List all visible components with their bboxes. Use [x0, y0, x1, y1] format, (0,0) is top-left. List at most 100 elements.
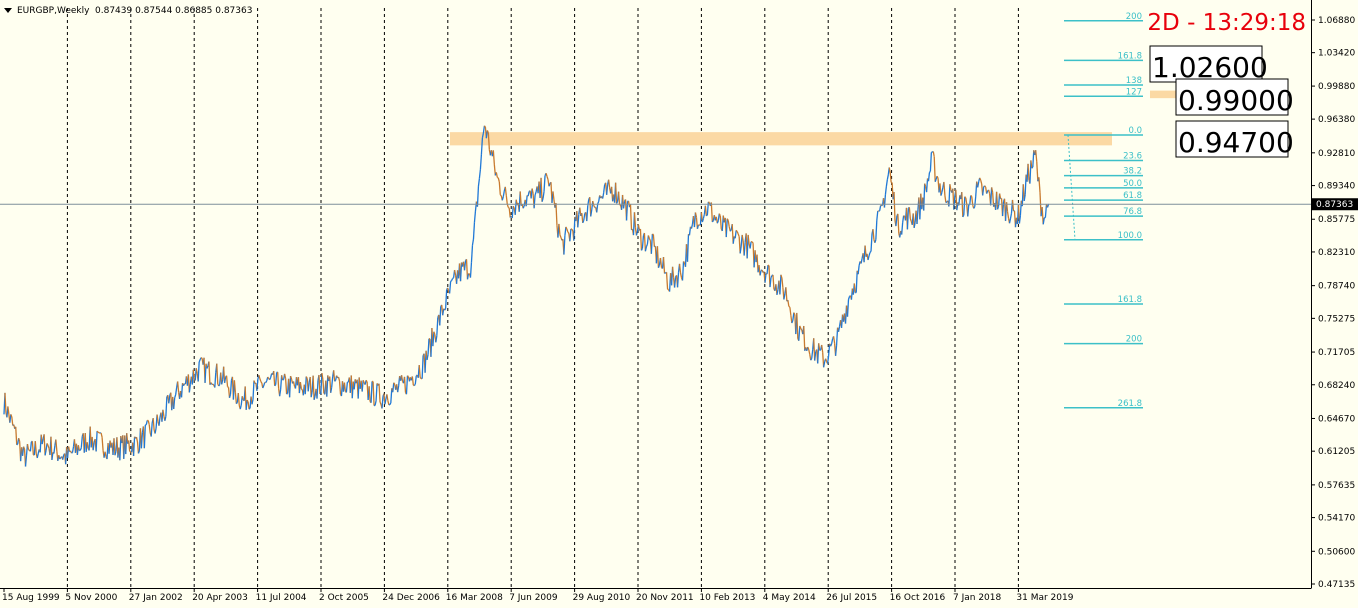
price-segment: [322, 379, 325, 394]
price-segment: [375, 383, 378, 401]
price-segment: [435, 335, 438, 343]
price-box-2[interactable]: 0.99000: [1175, 78, 1294, 117]
price-segment: [637, 224, 641, 231]
price-segment: [867, 255, 870, 261]
price-segment: [749, 241, 752, 249]
price-segment: [725, 218, 728, 238]
price-segment: [126, 433, 129, 444]
price-segment: [789, 307, 792, 316]
price-segment: [289, 375, 293, 380]
price-segment: [808, 349, 811, 355]
price-segment: [487, 132, 491, 150]
y-tick-label: 0.96380: [1318, 115, 1355, 125]
price-segment: [427, 338, 430, 355]
price-segment: [263, 382, 266, 386]
price-segment: [145, 420, 148, 425]
dropdown-arrow-icon[interactable]: [4, 8, 12, 13]
price-segment: [206, 365, 209, 369]
price-segment: [481, 133, 485, 138]
price-segment: [471, 239, 475, 246]
price-segment: [837, 326, 841, 332]
price-segment: [973, 206, 976, 209]
price-segment: [648, 238, 651, 241]
price-segment: [269, 377, 272, 380]
price-segment: [652, 234, 656, 247]
price-segment: [129, 450, 132, 453]
price-segment: [807, 346, 810, 350]
price-segment: [927, 172, 931, 182]
price-segment: [990, 187, 994, 193]
price-segment: [368, 386, 371, 402]
price-segment: [113, 438, 116, 456]
price-segment: [783, 293, 786, 300]
price-segment: [846, 299, 850, 317]
resistance-zones: [450, 90, 1176, 146]
price-segment: [386, 394, 389, 401]
price-segment: [751, 241, 754, 244]
y-tick-label: 0.54170: [1318, 514, 1355, 524]
price-segment: [469, 262, 473, 278]
price-segment: [736, 231, 739, 235]
price-segment: [869, 250, 872, 253]
price-segment: [459, 262, 463, 282]
price-segment: [986, 190, 989, 194]
price-segment: [657, 264, 661, 268]
y-tick-label: 0.61205: [1318, 447, 1355, 457]
price-segment: [793, 312, 796, 315]
price-segment: [832, 336, 836, 344]
price-segment: [710, 202, 713, 222]
price-segment: [466, 273, 470, 280]
price-segment: [279, 389, 282, 397]
price-segment: [864, 245, 867, 257]
price-segment: [508, 208, 511, 218]
price-segment: [470, 245, 474, 263]
price-segment: [902, 215, 905, 223]
zone-rect: [1150, 90, 1176, 99]
price-segment: [533, 194, 536, 209]
fib-label: 0.0: [1128, 126, 1142, 136]
price-segment: [656, 246, 660, 268]
price-segment: [414, 375, 417, 385]
price-segment: [31, 441, 34, 455]
price-segment: [799, 325, 802, 329]
price-segment: [718, 213, 721, 217]
price-segment: [827, 343, 831, 356]
price-segment: [96, 430, 99, 433]
price-segment: [925, 178, 929, 193]
price-segment: [780, 274, 783, 279]
price-segment: [617, 191, 621, 205]
price-segment: [338, 380, 342, 395]
price-segment: [969, 195, 972, 205]
price-segment: [800, 328, 803, 331]
price-segment: [971, 196, 974, 206]
price-box-3[interactable]: 0.94700: [1175, 120, 1294, 159]
price-segment: [256, 378, 259, 391]
price-box-1[interactable]: 1.02600: [1149, 45, 1268, 84]
price-segment: [497, 176, 499, 179]
price-segment: [502, 190, 505, 197]
price-segment: [62, 454, 65, 460]
price-segment: [158, 417, 161, 426]
price-segment: [772, 274, 775, 290]
price-segment: [307, 382, 310, 392]
price-segment: [708, 201, 710, 204]
price-segment: [444, 308, 447, 311]
price-segment: [281, 375, 284, 381]
x-axis-ticks: 15 Aug 1999 5 Nov 2000 27 Jan 2002 20 Apr 2…: [2, 588, 1074, 603]
price-segment: [135, 437, 139, 443]
price-segment: [830, 343, 833, 347]
price-segment: [251, 399, 254, 405]
price-segment: [932, 151, 935, 157]
current-price-label: 0.87363: [1316, 200, 1353, 210]
price-segment: [210, 382, 213, 385]
price-segment: [45, 443, 48, 451]
price-segment: [659, 257, 663, 268]
price-segment: [571, 228, 574, 232]
x-tick-label: 16 Oct 2016: [890, 593, 946, 603]
price-segment: [531, 188, 534, 194]
price-segment: [4, 392, 7, 413]
fib-label: 38.2: [1123, 167, 1142, 177]
price-segment: [504, 186, 507, 196]
price-segment: [548, 183, 551, 187]
price-segment: [418, 365, 421, 378]
